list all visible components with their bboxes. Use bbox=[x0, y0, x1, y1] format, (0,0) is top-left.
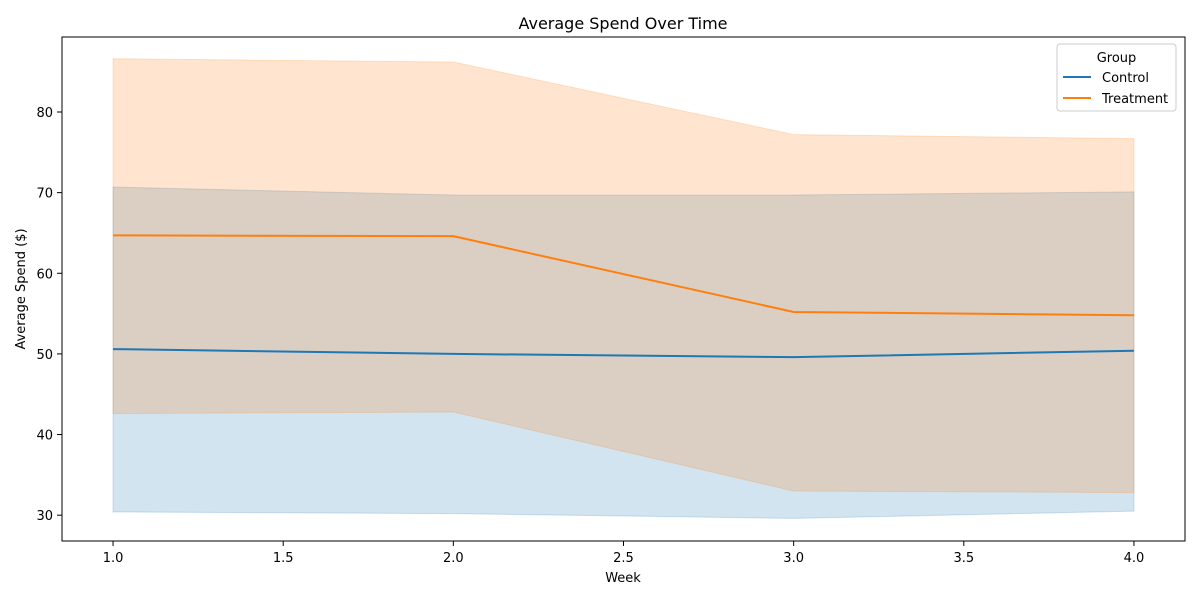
series-line-control bbox=[113, 348, 1134, 359]
series-lines bbox=[113, 234, 1134, 359]
confidence-bands bbox=[112, 58, 1135, 519]
y-axis: 30 40 50 60 70 80 bbox=[36, 106, 62, 524]
ci-band-control bbox=[112, 186, 1135, 519]
ci-band-treatment bbox=[112, 58, 1135, 494]
y-tick-label: 60 bbox=[36, 267, 53, 282]
legend-box bbox=[1056, 43, 1177, 112]
y-tick-label: 50 bbox=[36, 348, 53, 363]
x-tick-label: 4.0 bbox=[1124, 551, 1145, 566]
x-axis-label: Week bbox=[605, 571, 641, 586]
x-tick-label: 1.5 bbox=[273, 551, 294, 566]
x-tick-label: 2.5 bbox=[613, 551, 634, 566]
series-line-treatment bbox=[113, 234, 1134, 317]
legend-label-control: Control bbox=[1102, 71, 1149, 86]
chart-title: Average Spend Over Time bbox=[518, 14, 727, 33]
x-tick-label: 3.0 bbox=[783, 551, 804, 566]
legend: Group Control Treatment bbox=[1056, 43, 1177, 112]
legend-title: Group bbox=[1097, 51, 1137, 66]
y-tick-label: 30 bbox=[36, 509, 53, 524]
x-axis: 1.0 1.5 2.0 2.5 3.0 3.5 4.0 bbox=[103, 541, 1145, 566]
legend-label-treatment: Treatment bbox=[1101, 92, 1168, 107]
y-axis-label: Average Spend ($) bbox=[14, 228, 29, 349]
x-tick-label: 1.0 bbox=[103, 551, 124, 566]
y-tick-label: 40 bbox=[36, 429, 53, 444]
y-tick-label: 70 bbox=[36, 187, 53, 202]
y-tick-label: 80 bbox=[36, 106, 53, 121]
x-tick-label: 3.5 bbox=[953, 551, 974, 566]
x-tick-label: 2.0 bbox=[443, 551, 464, 566]
